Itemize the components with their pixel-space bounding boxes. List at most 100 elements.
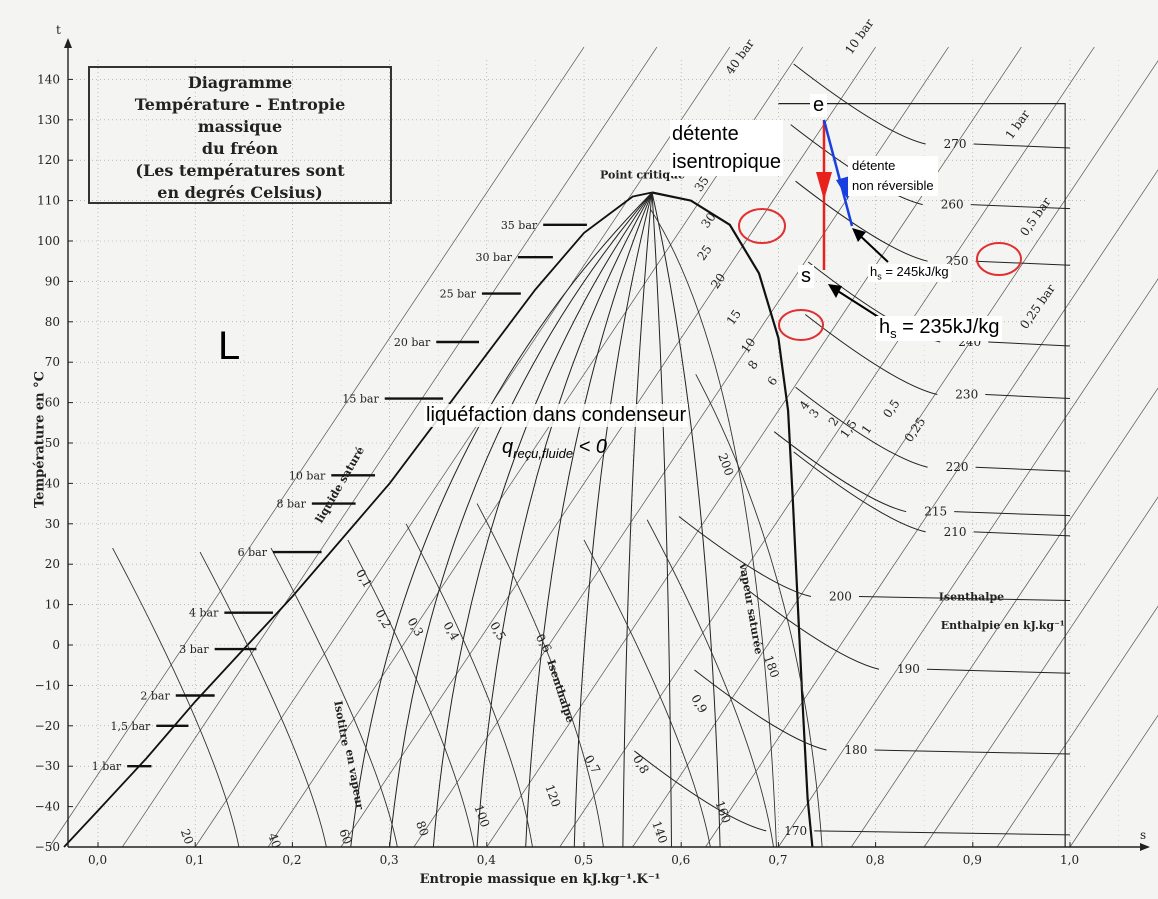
quality-label-6: 0,7 bbox=[581, 753, 603, 777]
y-tick-label-1: −40 bbox=[35, 800, 60, 814]
isenthalp-liquid-label-6: 140 bbox=[649, 819, 670, 845]
isobar-diag-11 bbox=[851, 387, 1158, 848]
pressure-bar-label-1: 1,5 bar bbox=[110, 720, 151, 733]
hs-235-label: hs = 235kJ/kg bbox=[876, 316, 1003, 341]
isobar-vapour-label-19: 0,25 bar bbox=[1017, 281, 1058, 331]
pressure-bar-label-9: 20 bar bbox=[394, 336, 431, 349]
point-e-label: e bbox=[810, 94, 828, 117]
x-axis-letter: s bbox=[1140, 828, 1146, 842]
isentropic-arrow-icon bbox=[816, 172, 832, 200]
isobar-diag-9 bbox=[705, 169, 1158, 848]
y-tick-label-5: 0 bbox=[52, 638, 60, 652]
x-tick-label-6: 0,6 bbox=[671, 853, 690, 867]
isobar-diag-2 bbox=[194, 46, 731, 848]
x-tick-label-1: 0,1 bbox=[185, 853, 204, 867]
text-annotation-5: Isenthalpe bbox=[939, 591, 1004, 604]
isobar-diag-10 bbox=[778, 278, 1158, 848]
hs-235-h: h bbox=[879, 316, 891, 338]
y-tick-label-3: −20 bbox=[35, 719, 60, 733]
vapour-isenthalpe-curve-2 bbox=[795, 180, 1071, 266]
liquefaction-label: liquéfaction dans condenseur bbox=[424, 404, 689, 427]
y-axis-arrow bbox=[64, 38, 72, 48]
detente-isentropique-1: détente bbox=[672, 123, 739, 145]
x-tick-label-7: 0,7 bbox=[768, 853, 787, 867]
isenthalpe-curve-2 bbox=[270, 547, 398, 848]
isenthalp-liquid-label-0: 20 bbox=[178, 827, 196, 846]
x-axis-label: Entropie massique en kJ.kg⁻¹.K⁻¹ bbox=[419, 872, 661, 887]
y-tick-label-0: −50 bbox=[35, 840, 60, 854]
isobar-vapour-label-1: 35 bbox=[692, 174, 712, 195]
axes: t s 0,0 0,1 0,2 0,3 0,4 0,5 0,6 0,7 0,8 0,9 1,0 −50 −4… bbox=[35, 23, 1150, 867]
isotitre-curve-8 bbox=[651, 192, 721, 848]
isenthalp-liquid-label-8: 180 bbox=[761, 653, 782, 679]
isobar-diag-3 bbox=[267, 46, 803, 848]
y-tick-label-7: 20 bbox=[45, 557, 60, 571]
isenthalp-vapour-label-10: 180 bbox=[844, 743, 867, 757]
highlight-circle-30 bbox=[738, 208, 786, 244]
isotitre-curve-3 bbox=[476, 192, 653, 848]
y-axis-letter: t bbox=[56, 23, 61, 37]
isobar-diag-7 bbox=[559, 46, 1095, 848]
detente-non-rev-2: non réversible bbox=[852, 178, 934, 193]
isenthalpe-curve-6 bbox=[583, 539, 711, 848]
pressure-bar-label-11: 30 bar bbox=[476, 251, 513, 264]
overlay-layer bbox=[738, 119, 1022, 341]
heat-rest: < 0 bbox=[573, 436, 608, 458]
quality-label-3: 0,4 bbox=[440, 619, 462, 643]
pressure-bar-label-0: 1 bar bbox=[92, 760, 122, 773]
title-line-2: Température - Entropie massique bbox=[134, 95, 346, 136]
quality-label-0: 0,1 bbox=[353, 567, 375, 591]
isenthalp-liquid-label-5: 120 bbox=[542, 783, 563, 809]
y-tick-label-17: 120 bbox=[37, 153, 60, 167]
isobar-diag-1 bbox=[122, 46, 658, 848]
isobar-vapour-label-16: 10 bar bbox=[842, 16, 876, 57]
y-tick-label-10: 50 bbox=[45, 436, 60, 450]
isenthalp-vapour-label-7: 210 bbox=[944, 525, 967, 539]
isobar-vapour-label-3: 25 bbox=[695, 242, 715, 263]
vapour-isenthalpe-curve-0 bbox=[793, 63, 1071, 149]
title-line-3: du fréon bbox=[201, 139, 279, 158]
x-tick-label-3: 0,3 bbox=[380, 853, 399, 867]
irreversible-arrow-icon bbox=[836, 176, 850, 200]
isenthalpe-curve-4 bbox=[405, 523, 533, 848]
curve-layer bbox=[49, 46, 1158, 848]
isenthalp-liquid-label-7: 160 bbox=[712, 799, 733, 825]
pressure-bar-label-12: 35 bar bbox=[501, 219, 538, 232]
detente-isentropique-label: détente isentropique bbox=[670, 120, 783, 176]
irreversible-line bbox=[822, 119, 854, 227]
y-tick-label-13: 80 bbox=[45, 315, 60, 329]
pointer-hs235-arrow-icon bbox=[828, 284, 842, 298]
pressure-bar-label-7: 10 bar bbox=[289, 469, 326, 482]
y-tick-label-6: 10 bbox=[45, 598, 60, 612]
quality-label-1: 0,2 bbox=[372, 607, 394, 631]
isobar-diag-12 bbox=[923, 496, 1158, 848]
isotitre-curve-5 bbox=[573, 192, 653, 848]
y-tick-label-11: 60 bbox=[45, 396, 60, 410]
isenthalp-liquid-label-2: 60 bbox=[336, 827, 354, 846]
isobar-vapour-label-11: 2 bbox=[826, 414, 842, 428]
y-tick-label-2: −30 bbox=[35, 759, 60, 773]
vapour-isenthalpe-curve-5 bbox=[795, 386, 1071, 472]
grid bbox=[68, 60, 1119, 848]
isobar-diag-8 bbox=[632, 60, 1158, 848]
isenthalp-vapour-label-5: 220 bbox=[946, 460, 969, 474]
isotitre-curve-6 bbox=[622, 192, 653, 848]
pressure-bar-label-10: 25 bar bbox=[440, 288, 477, 301]
isenthalp-vapour-label-9: 190 bbox=[897, 662, 920, 676]
isobar-vapour-label-7: 8 bbox=[745, 358, 761, 372]
text-annotation-4: Isenthalpe bbox=[544, 658, 577, 724]
isobar-vapour-label-8: 6 bbox=[765, 374, 781, 388]
vapour-isenthalpe-curve-4 bbox=[804, 314, 1071, 400]
vapour-isenthalpe-curve-10 bbox=[694, 669, 1071, 755]
heat-sub: reçu,fluide bbox=[513, 446, 574, 461]
isotitre-curve-2 bbox=[432, 192, 653, 848]
x-tick-label-10: 1,0 bbox=[1060, 853, 1079, 867]
isenthalp-vapour-label-8: 200 bbox=[829, 590, 852, 604]
vapour-isenthalpe-curve-7 bbox=[793, 451, 1071, 537]
hs-245-val: = 245kJ/kg bbox=[881, 264, 949, 279]
x-tick-label-2: 0,2 bbox=[282, 853, 301, 867]
title-line-1: Diagramme bbox=[187, 73, 293, 92]
y-tick-label-16: 110 bbox=[37, 194, 60, 208]
highlight-circle-250 bbox=[976, 242, 1022, 276]
isobar-vapour-label-17: 1 bar bbox=[1003, 107, 1033, 141]
